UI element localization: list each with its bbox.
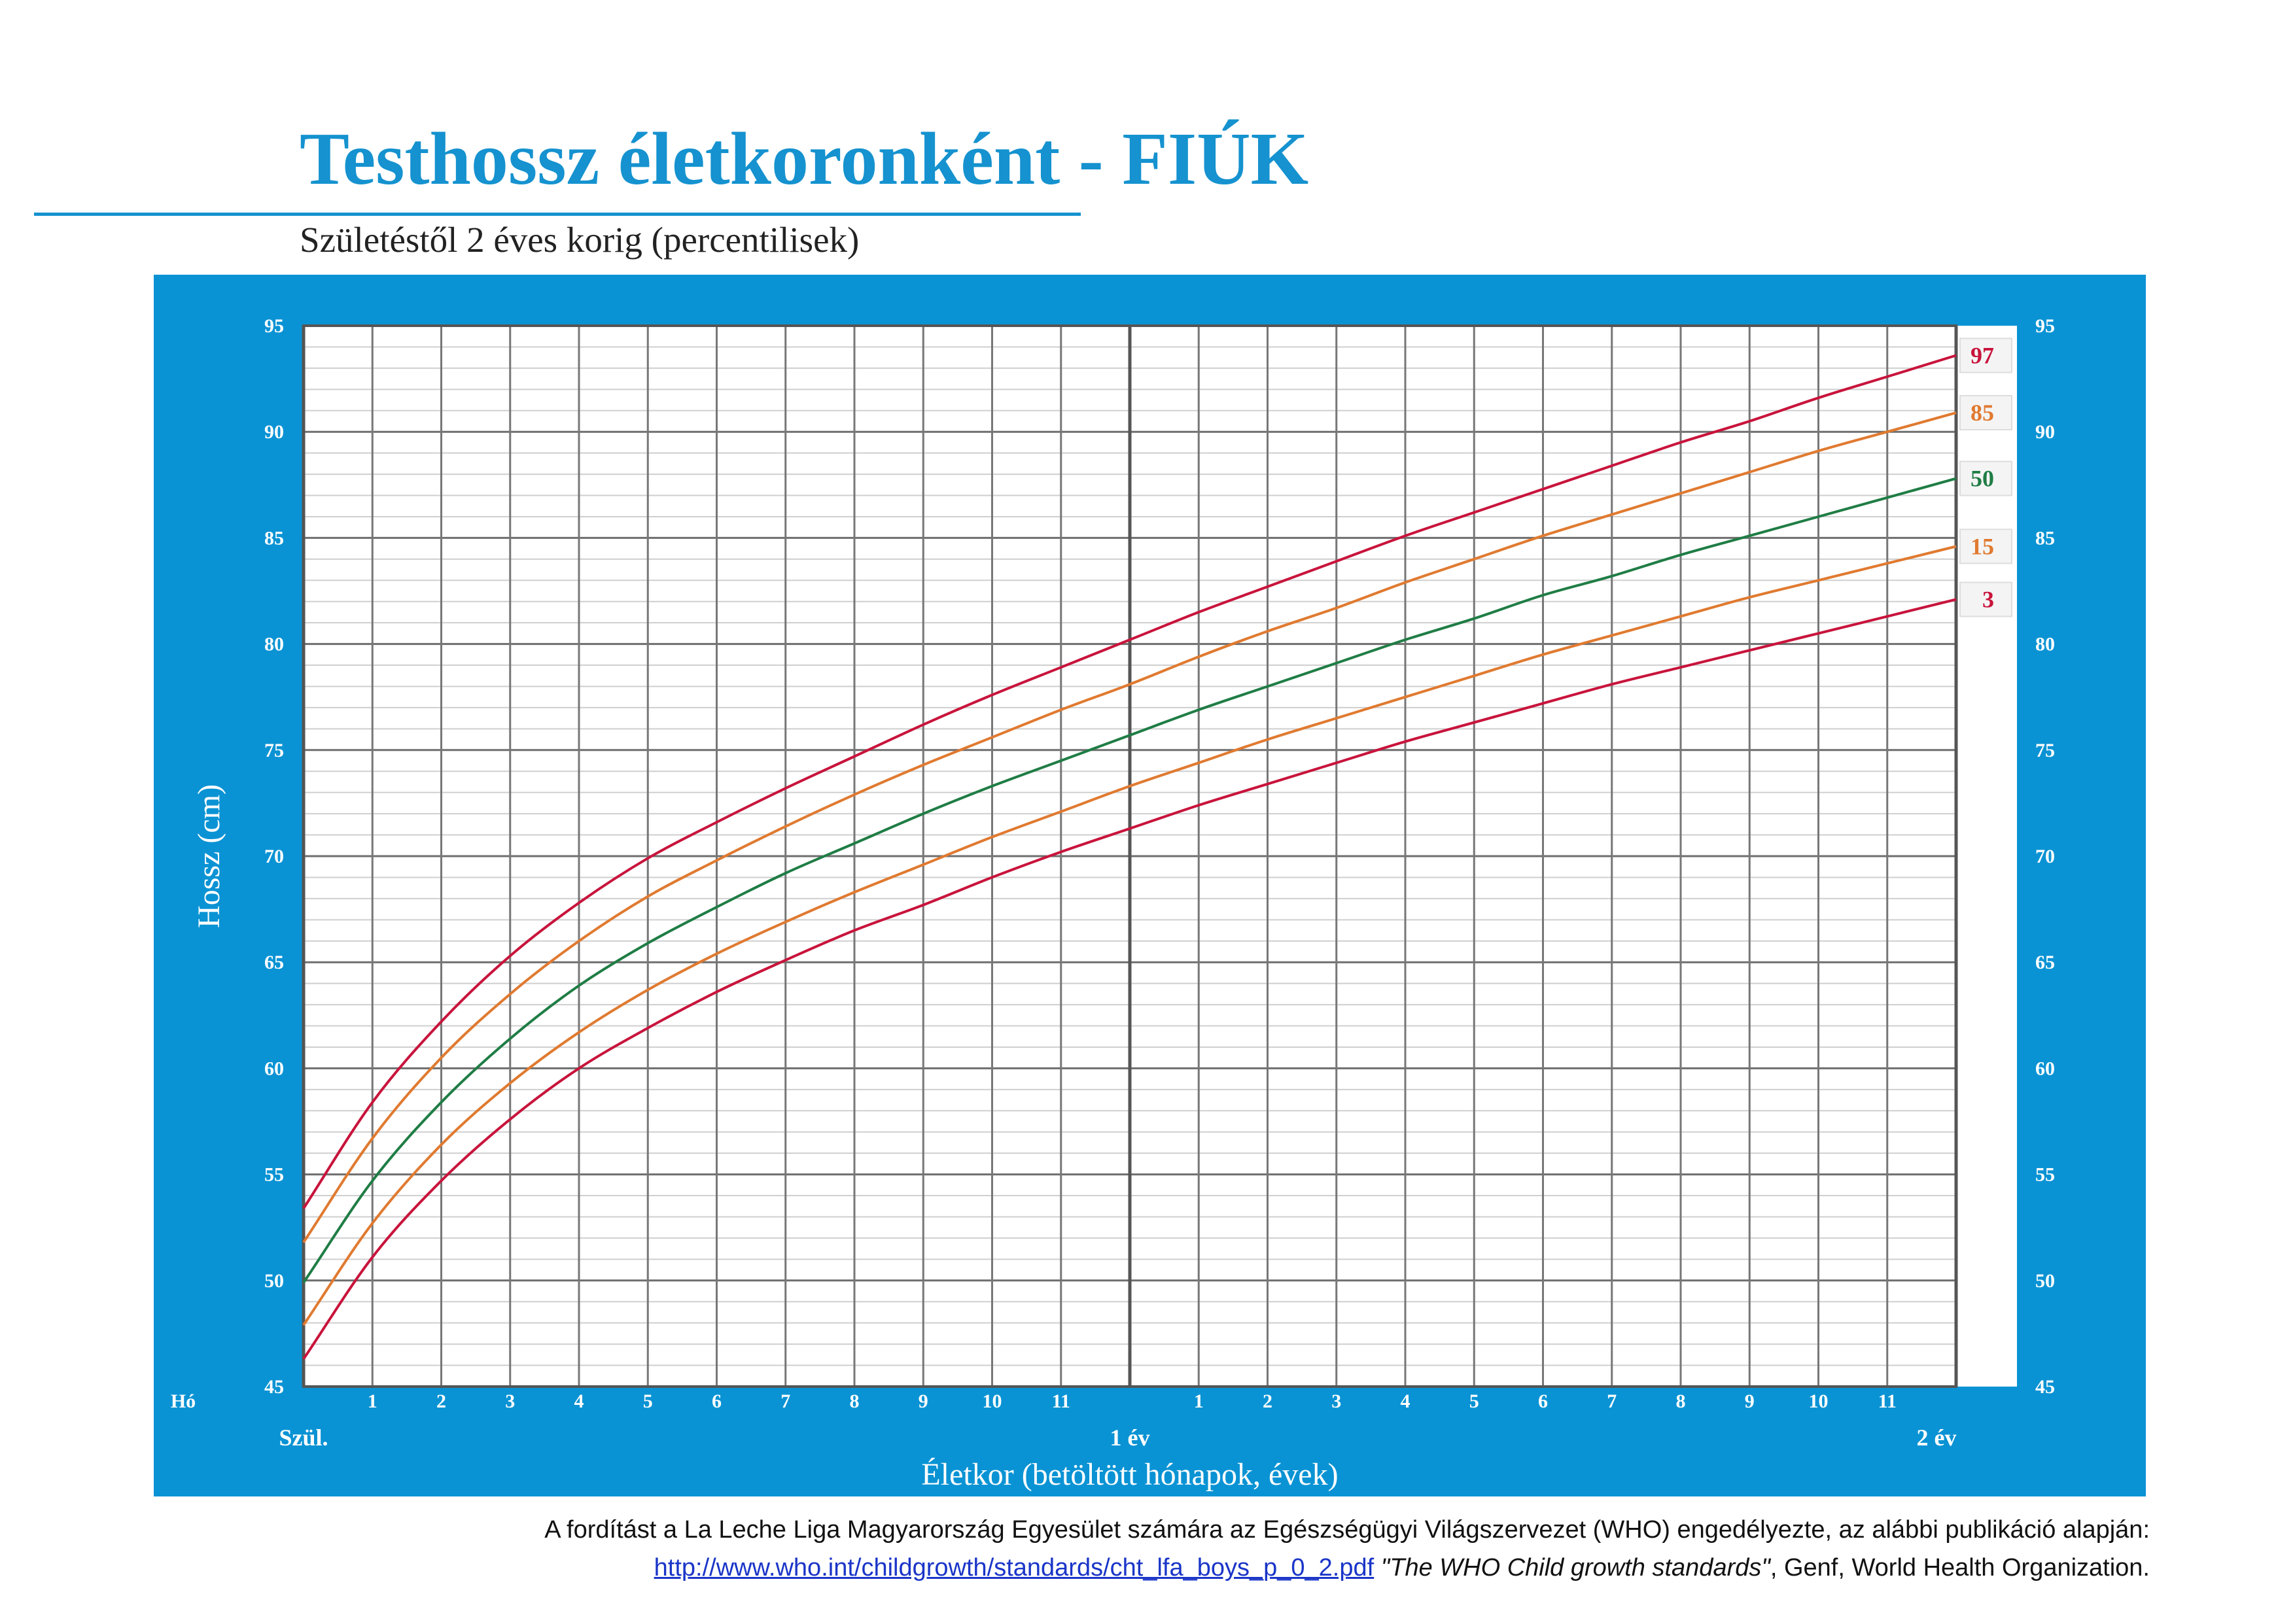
- x-tick-label: 8: [1676, 1391, 1686, 1412]
- source-org: , Genf, World Health Organization.: [1770, 1554, 2150, 1581]
- series-label-box-p50: [1959, 460, 2012, 496]
- x-tick-label: 7: [1607, 1391, 1617, 1412]
- footer-line-2: http://www.who.int/childgrowth/standards…: [544, 1549, 2150, 1587]
- y-tick-label-left: 55: [264, 1164, 284, 1186]
- x-tick-label: 9: [919, 1391, 928, 1412]
- x-tick-label: 9: [1745, 1391, 1755, 1412]
- series-label-box-p97: [1959, 337, 2012, 373]
- y-tick-label-right: 65: [2035, 952, 2055, 973]
- y-tick-label-right: 55: [2035, 1164, 2055, 1186]
- x-tick-label: 3: [505, 1391, 515, 1412]
- y-axis-title: Hossz (cm): [192, 784, 226, 928]
- x-tick-label: 3: [1331, 1391, 1341, 1412]
- series-label-p3: 3: [1982, 586, 1994, 612]
- series-label-p50: 50: [1971, 466, 1994, 492]
- series-label-box-p85: [1959, 395, 2012, 431]
- x-tick-label: 11: [1878, 1391, 1897, 1412]
- y-tick-label-left: 60: [264, 1058, 284, 1079]
- series-line-p3: [302, 598, 1957, 1360]
- x-unit-label: Hó: [171, 1391, 196, 1412]
- y-tick-label-left: 85: [264, 527, 284, 549]
- y-tick-label-left: 95: [264, 315, 284, 337]
- x-tick-label: 10: [1809, 1391, 1829, 1412]
- y-tick-label-left: 80: [264, 634, 284, 655]
- y-tick-label-right: 45: [2035, 1376, 2055, 1398]
- x-tick-label: 6: [712, 1391, 722, 1412]
- y-tick-label-right: 95: [2035, 315, 2055, 337]
- x-tick-label: 4: [574, 1391, 584, 1412]
- x-tick-label: 8: [850, 1391, 860, 1412]
- x-tick-label: 5: [643, 1391, 653, 1412]
- source-title: "The WHO Child growth standards": [1380, 1554, 1770, 1581]
- page-title: Testhossz életkoronként - FIÚK: [300, 117, 1309, 200]
- page-subtitle: Születéstől 2 éves korig (percentilisek): [300, 220, 860, 260]
- x-axis-title: Életkor (betöltött hónapok, évek): [921, 1457, 1338, 1492]
- y-tick-label-right: 75: [2035, 740, 2055, 761]
- y-tick-label-left: 75: [264, 740, 284, 761]
- series-label-p15: 15: [1971, 533, 1994, 559]
- series-line-p50: [302, 477, 1957, 1284]
- y-tick-label-right: 90: [2035, 421, 2055, 443]
- series-label-p85: 85: [1971, 400, 1994, 426]
- plot-border: [302, 324, 1957, 1388]
- source-link[interactable]: http://www.who.int/childgrowth/standards…: [654, 1554, 1375, 1581]
- x-tick-label: 2: [1263, 1391, 1272, 1412]
- x-tick-label: 11: [1052, 1391, 1070, 1412]
- footer-line-1: A fordítást a La Leche Liga Magyarország…: [544, 1516, 2150, 1544]
- y-tick-label-right: 70: [2035, 846, 2055, 867]
- title-underline: [34, 213, 1081, 216]
- x-tick-label: 7: [780, 1391, 790, 1412]
- y-tick-label-left: 65: [264, 952, 284, 973]
- series-line-p97: [302, 354, 1957, 1209]
- x-year-label: Szül.: [279, 1425, 328, 1451]
- y-tick-label-left: 45: [264, 1376, 284, 1398]
- series-label-box-p15: [1959, 528, 2012, 564]
- x-tick-label: 5: [1469, 1391, 1479, 1412]
- footer-credits: A fordítást a La Leche Liga Magyarország…: [544, 1511, 2150, 1587]
- y-tick-label-right: 85: [2035, 527, 2055, 549]
- y-tick-label-right: 50: [2035, 1270, 2055, 1292]
- y-tick-label-left: 90: [264, 421, 284, 443]
- series-label-p97: 97: [1971, 342, 1994, 368]
- x-tick-label: 1: [1194, 1391, 1204, 1412]
- y-tick-label-left: 70: [264, 846, 284, 867]
- y-tick-label-right: 80: [2035, 634, 2055, 655]
- x-tick-label: 1: [368, 1391, 377, 1412]
- x-tick-label: 6: [1538, 1391, 1548, 1412]
- label-column: [1956, 326, 2017, 1387]
- series-line-p15: [302, 545, 1957, 1326]
- x-tick-label: 2: [436, 1391, 446, 1412]
- x-tick-label: 4: [1401, 1391, 1410, 1412]
- chart-panel: 3 15 50 85 97 45 45 50 50 55 55 60 60 65 65 70 70 75 75 80 8…: [154, 275, 2146, 1496]
- series-line-p85: [302, 411, 1957, 1243]
- x-tick-label: 10: [983, 1391, 1002, 1412]
- x-year-label: 2 év: [1917, 1425, 1957, 1451]
- y-tick-label-right: 60: [2035, 1058, 2055, 1079]
- x-year-label: 1 év: [1110, 1425, 1150, 1451]
- series-label-box-p3: [1959, 581, 2012, 617]
- y-tick-label-left: 50: [264, 1270, 284, 1292]
